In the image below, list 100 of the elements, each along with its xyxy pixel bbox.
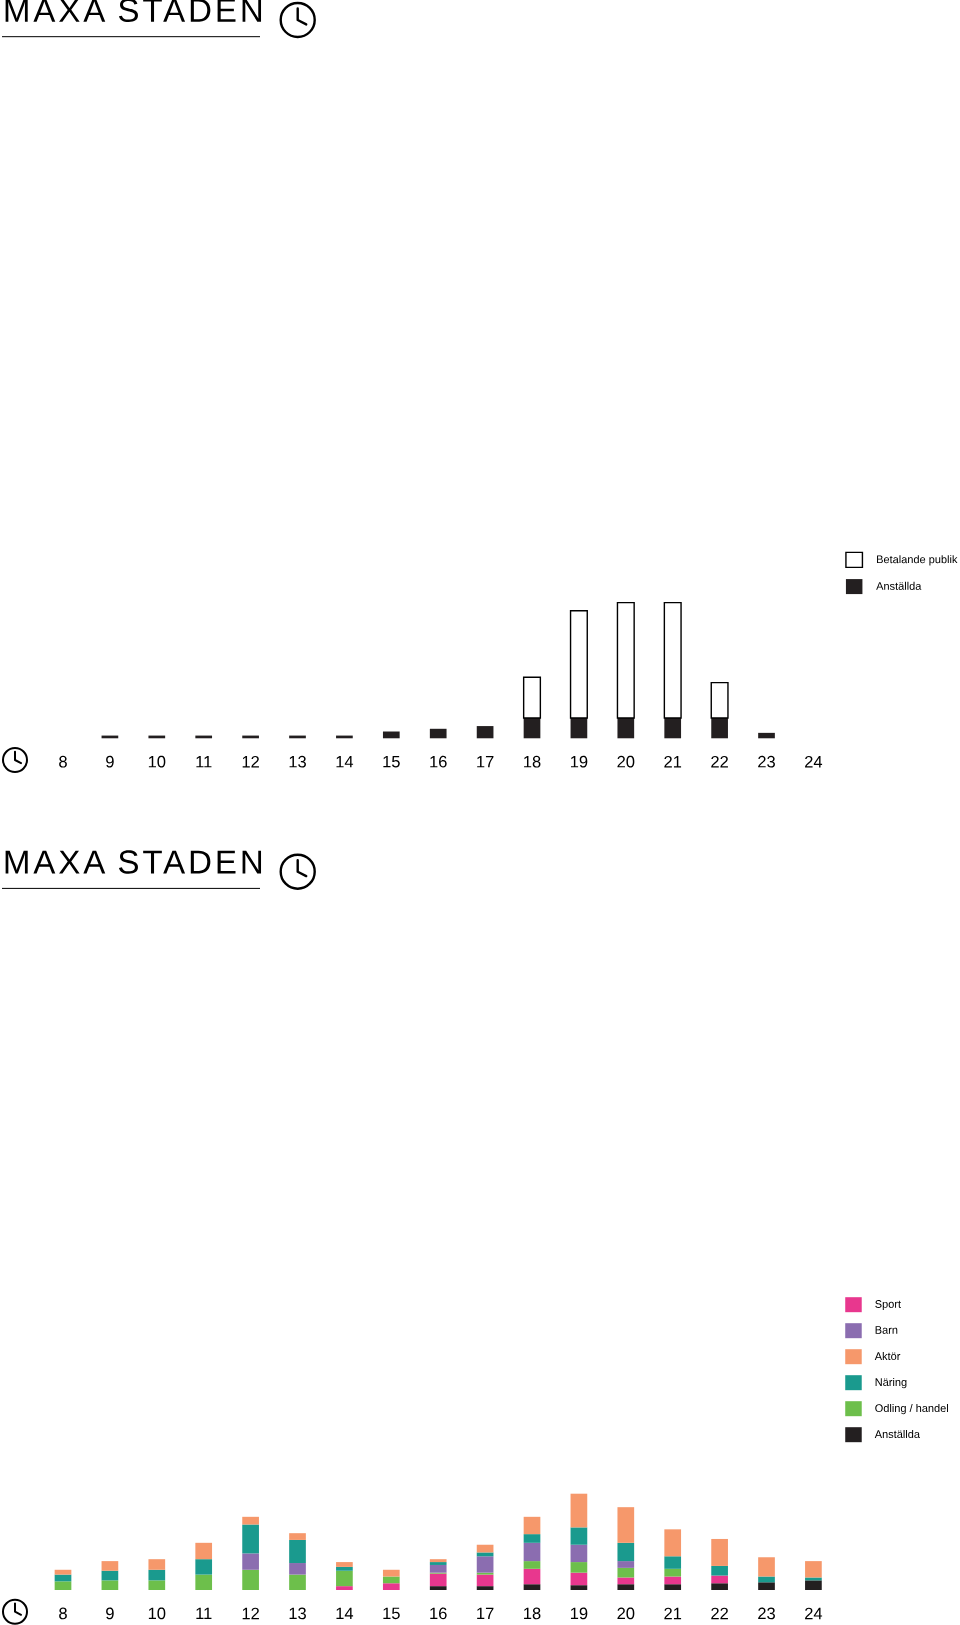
bar [336, 1570, 353, 1587]
x-tick-label: 11 [196, 1607, 212, 1620]
bar [523, 1584, 541, 1590]
x-tick-label: 24 [805, 1607, 823, 1620]
bar [523, 1534, 541, 1543]
bar [664, 1556, 682, 1569]
x-tick-label: 20 [617, 1607, 635, 1620]
bar [242, 1569, 259, 1590]
chart-title: MAXA STADEN [5, 850, 262, 874]
bar [195, 1542, 213, 1560]
bar [382, 731, 400, 739]
x-tick-label: 24 [805, 755, 823, 768]
bar [664, 1576, 682, 1585]
bar [242, 1553, 259, 1570]
x-tick-label: 23 [758, 1607, 775, 1620]
bar [617, 1577, 635, 1585]
legend-label: Odling / handel [875, 1403, 948, 1415]
bar [476, 726, 494, 739]
bar [54, 1581, 72, 1590]
bar [664, 1584, 682, 1590]
bar [289, 1574, 306, 1590]
bar [336, 1562, 353, 1567]
legend-label: Aktör [874, 1351, 901, 1361]
bar [711, 1565, 728, 1576]
legend-label: Barn [875, 1326, 898, 1334]
x-tick-label: 11 [196, 756, 212, 768]
bar [617, 1507, 635, 1543]
bar [382, 1576, 400, 1584]
bar [523, 1561, 541, 1569]
x-tick-label: 21 [664, 1607, 682, 1620]
bar [664, 1529, 682, 1557]
bar [570, 1572, 588, 1586]
x-tick-label: 13 [289, 755, 306, 768]
bar [148, 1559, 166, 1570]
bar [569, 610, 588, 719]
x-tick-label: 12 [242, 755, 259, 768]
bar [429, 728, 447, 739]
x-tick-label: 8 [59, 1607, 67, 1620]
bar [336, 1586, 353, 1590]
bar [663, 601, 682, 719]
x-tick-label: 14 [336, 756, 354, 768]
bar [617, 717, 635, 739]
bar [758, 1582, 775, 1590]
bar [758, 732, 775, 739]
x-tick-label: 19 [570, 1607, 588, 1620]
bar [382, 1583, 400, 1590]
bar [101, 1580, 119, 1590]
x-tick-label: 22 [711, 1607, 728, 1620]
bar [616, 601, 635, 719]
x-tick-label: 17 [477, 756, 494, 768]
bar [522, 676, 542, 719]
bar [195, 1574, 213, 1590]
bar [617, 1542, 635, 1562]
bar [336, 1566, 353, 1571]
x-tick-label: 16 [430, 755, 447, 768]
bar [54, 1569, 72, 1575]
bar [570, 1544, 588, 1563]
bar [570, 1527, 588, 1545]
bar [570, 1585, 588, 1590]
bar [242, 1524, 259, 1554]
bar [664, 1568, 682, 1577]
bar [148, 1580, 166, 1590]
bar [148, 1569, 166, 1581]
bar [711, 717, 728, 739]
bar [289, 1563, 306, 1575]
bar [382, 1569, 400, 1577]
bar [476, 1574, 494, 1587]
x-tick-label: 15 [383, 755, 400, 768]
x-tick-label: 21 [664, 755, 682, 768]
bar [617, 1567, 635, 1578]
bar [711, 1538, 728, 1566]
legend-label: Anställda [874, 1429, 920, 1439]
bar [429, 1564, 447, 1573]
x-tick-label: 10 [148, 1607, 166, 1620]
bar [195, 1559, 213, 1575]
bar [523, 1542, 541, 1562]
bar [476, 1552, 494, 1557]
bar [429, 1586, 447, 1590]
bar [570, 1562, 588, 1573]
x-tick-label: 18 [524, 1607, 541, 1620]
x-tick-label: 22 [711, 755, 728, 768]
x-tick-label: 9 [106, 755, 114, 768]
x-tick-label: 12 [242, 1607, 259, 1620]
bar [711, 1583, 728, 1590]
bar [476, 1586, 494, 1590]
bar [617, 1561, 635, 1568]
x-tick-label: 18 [524, 755, 541, 768]
x-tick-label: 8 [59, 755, 67, 768]
bar [523, 1516, 541, 1535]
x-tick-label: 17 [477, 1607, 494, 1620]
bar [523, 1568, 541, 1585]
bar [429, 1573, 447, 1587]
x-tick-label: 15 [383, 1607, 400, 1620]
bar [711, 1575, 728, 1584]
bar [289, 1539, 306, 1564]
x-tick-label: 23 [758, 755, 775, 768]
x-tick-label: 16 [430, 1607, 447, 1620]
bar [664, 717, 682, 739]
legend-label: Anställda [876, 581, 922, 590]
bar [758, 1557, 775, 1577]
